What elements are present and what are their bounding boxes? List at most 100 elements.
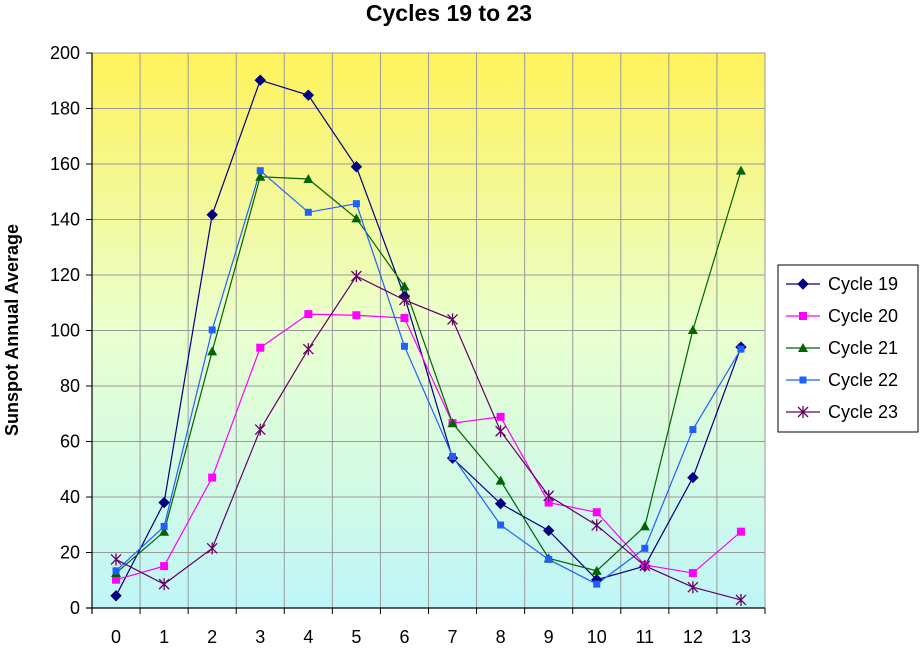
data-point-cycle-22 — [256, 167, 264, 175]
legend-label-cycle-20: Cycle 20 — [828, 306, 898, 326]
data-point-cycle-22 — [112, 567, 120, 575]
legend-marker-cycle-22 — [799, 376, 807, 384]
series-line-cycle-19 — [115, 79, 742, 597]
legend-label-cycle-21: Cycle 21 — [828, 338, 898, 358]
x-tick-label: 13 — [731, 627, 751, 647]
series-line-cycle-20 — [115, 313, 742, 581]
y-tick-label: 120 — [50, 265, 80, 285]
data-point-cycle-23 — [735, 593, 747, 606]
data-point-cycle-22 — [737, 345, 745, 353]
y-tick-label: 40 — [60, 487, 80, 507]
legend-marker-cycle-23 — [797, 406, 809, 418]
data-point-cycle-23 — [206, 542, 218, 555]
legend-label-cycle-23: Cycle 23 — [828, 402, 898, 422]
data-point-cycle-21 — [735, 165, 746, 175]
data-point-cycle-19 — [158, 496, 170, 509]
gridlines — [91, 52, 766, 609]
data-point-cycle-23 — [302, 343, 314, 356]
data-point-cycle-22 — [304, 208, 312, 216]
series-lines — [115, 79, 742, 601]
data-point-cycle-20 — [112, 575, 121, 584]
axes — [86, 52, 766, 614]
data-point-cycle-23 — [543, 489, 555, 502]
data-point-cycle-19 — [494, 497, 507, 510]
x-tick-labels: 0 1 2 3 4 5 6 7 8 9 10 11 12 13 — [111, 627, 751, 647]
data-point-cycle-21 — [351, 213, 362, 223]
x-tick-label: 5 — [351, 627, 361, 647]
y-tick-labels: 0 20 40 60 80 100 120 140 160 180 200 — [50, 43, 80, 618]
y-tick-label: 20 — [60, 543, 80, 563]
data-point-cycle-19 — [206, 209, 218, 221]
data-point-cycle-19 — [302, 89, 315, 101]
data-point-cycle-22 — [208, 326, 216, 334]
y-tick-label: 180 — [50, 99, 80, 119]
data-point-cycle-22 — [545, 555, 553, 563]
data-point-cycle-22 — [400, 342, 408, 350]
x-tick-label: 1 — [159, 627, 169, 647]
data-point-cycle-20 — [736, 527, 745, 536]
x-tick-label: 4 — [303, 627, 313, 647]
legend: Cycle 19 Cycle 20 Cycle 21 Cycle 22 Cycle 23 — [777, 264, 919, 433]
data-point-cycle-21 — [159, 526, 170, 536]
data-point-cycle-20 — [160, 562, 169, 571]
data-point-cycle-23 — [591, 519, 603, 532]
y-tick-label: 0 — [70, 598, 80, 618]
x-tick-label: 10 — [587, 627, 607, 647]
data-point-cycle-20 — [544, 498, 553, 507]
data-point-cycle-21 — [687, 324, 698, 334]
data-point-cycle-20 — [352, 311, 361, 320]
data-point-cycle-21 — [447, 418, 458, 428]
y-tick-label: 200 — [50, 43, 80, 63]
data-point-cycle-22 — [641, 544, 649, 552]
legend-label-cycle-19: Cycle 19 — [828, 274, 898, 294]
x-tick-label: 2 — [207, 627, 217, 647]
data-point-cycle-23 — [254, 423, 266, 436]
series-line-cycle-22 — [115, 169, 742, 585]
data-point-cycle-20 — [256, 343, 265, 352]
data-point-cycle-23 — [158, 578, 170, 591]
data-point-cycle-22 — [497, 521, 505, 529]
x-tick-label: 12 — [683, 627, 703, 647]
series-line-cycle-23 — [115, 275, 742, 601]
data-point-cycle-19 — [110, 590, 122, 602]
series-markers — [110, 74, 747, 606]
data-point-cycle-21 — [591, 565, 602, 575]
data-point-cycle-21 — [255, 171, 266, 181]
data-point-cycle-19 — [350, 161, 363, 173]
x-tick-label: 3 — [255, 627, 265, 647]
data-point-cycle-21 — [303, 173, 314, 183]
data-point-cycle-20 — [592, 508, 601, 517]
data-point-cycle-23 — [350, 270, 362, 283]
x-tick-label: 6 — [399, 627, 409, 647]
data-point-cycle-20 — [688, 569, 697, 578]
legend-marker-cycle-19 — [797, 278, 809, 290]
y-tick-label: 60 — [60, 432, 80, 452]
x-tick-label: 8 — [496, 627, 506, 647]
data-point-cycle-23 — [447, 313, 458, 326]
x-tick-label: 9 — [544, 627, 554, 647]
data-point-cycle-22 — [160, 522, 168, 530]
data-point-cycle-23 — [687, 581, 699, 594]
data-point-cycle-22 — [449, 452, 457, 460]
y-axis-label: Sunspot Annual Average — [2, 224, 22, 436]
y-tick-label: 100 — [50, 321, 80, 341]
x-tick-label: 7 — [448, 627, 458, 647]
data-point-cycle-21 — [207, 346, 218, 356]
y-tick-label: 80 — [60, 376, 80, 396]
series-line-cycle-21 — [115, 170, 742, 574]
data-point-cycle-21 — [399, 281, 410, 291]
data-point-cycle-23 — [639, 559, 651, 572]
data-point-cycle-19 — [687, 471, 699, 484]
x-tick-label: 0 — [111, 627, 121, 647]
y-tick-label: 140 — [50, 210, 80, 230]
data-point-cycle-23 — [110, 553, 122, 566]
data-point-cycle-21 — [495, 475, 506, 485]
legend-label-cycle-22: Cycle 22 — [828, 370, 898, 390]
data-point-cycle-22 — [352, 200, 360, 208]
chart-title: Cycles 19 to 23 — [366, 0, 532, 26]
data-point-cycle-22 — [593, 580, 601, 588]
data-point-cycle-22 — [689, 426, 697, 434]
legend-marker-cycle-21 — [798, 343, 808, 352]
data-point-cycle-20 — [304, 310, 313, 319]
